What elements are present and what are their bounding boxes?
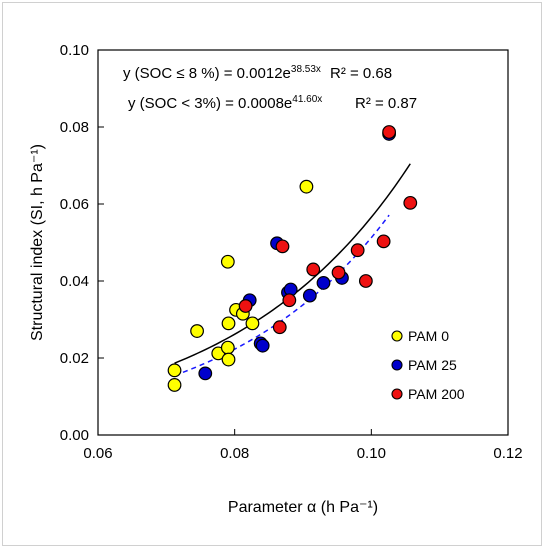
y-tick-label: 0.02 <box>60 350 89 367</box>
data-point-pam-0 <box>220 254 235 269</box>
legend-label: PAM 25 <box>408 357 457 373</box>
y-tick-label: 0.08 <box>60 119 89 136</box>
data-point-pam-200 <box>403 195 418 210</box>
plot-area <box>97 49 509 436</box>
data-point-pam-200 <box>331 265 346 280</box>
data-point-pam-25 <box>302 288 317 303</box>
data-point-layer <box>167 125 418 392</box>
legend-label: PAM 200 <box>408 386 465 402</box>
y-axis-title: Structural index (SI, h Pa⁻¹) <box>29 144 46 341</box>
x-axis-title: Parameter α (h Pa⁻¹) <box>228 499 378 516</box>
trendline-equation: y (SOC < 3%) = 0.0008e41.60x <box>128 94 322 112</box>
data-point-pam-0 <box>167 363 182 378</box>
x-tick-label: 0.10 <box>357 445 386 462</box>
trendline-soc-below-3 <box>174 214 390 377</box>
data-point-pam-200 <box>376 234 391 249</box>
data-point-pam-0 <box>221 352 236 367</box>
x-tick-label: 0.12 <box>493 445 522 462</box>
data-point-pam-200 <box>358 274 373 288</box>
y-tick-label: 0.10 <box>60 42 89 59</box>
y-tick-label: 0.00 <box>60 427 89 444</box>
legend-marker <box>391 388 403 400</box>
legend-marker <box>391 359 403 371</box>
x-tick-label: 0.08 <box>220 445 249 462</box>
x-tick-label: 0.06 <box>83 445 112 462</box>
legend-marker <box>391 330 403 342</box>
trendline-equation: y (SOC ≤ 8 %) = 0.0012e38.53x <box>123 64 321 82</box>
data-point-pam-200 <box>382 125 397 139</box>
r-squared-label: R² = 0.87 <box>355 95 417 112</box>
legend: PAM 0 PAM 25 PAM 200 <box>391 328 465 402</box>
data-point-pam-200 <box>350 243 365 258</box>
trendline-soc-up-to-8 <box>174 163 411 364</box>
data-point-pam-200 <box>272 320 287 335</box>
equation-layer: y (SOC ≤ 8 %) = 0.0012e38.53x R² = 0.68 y … <box>123 64 417 112</box>
data-point-pam-200 <box>306 262 321 277</box>
data-point-pam-0 <box>220 340 235 355</box>
legend-label: PAM 0 <box>408 328 449 344</box>
axis-tick-layer: 0.06 0.08 0.10 0.12 0.00 0.02 0.04 0.06 0.08 0.10 <box>60 42 523 462</box>
data-point-pam-0 <box>221 316 236 331</box>
data-point-pam-200 <box>282 293 297 308</box>
y-tick-label: 0.06 <box>60 196 89 213</box>
chart-frame <box>2 2 542 546</box>
data-point-pam-25 <box>198 366 213 381</box>
data-point-pam-0 <box>245 316 260 331</box>
data-point-pam-0 <box>299 179 314 194</box>
data-point-pam-25 <box>255 338 270 353</box>
data-point-pam-200 <box>275 239 290 254</box>
trendline-layer <box>174 163 411 377</box>
y-tick-label: 0.04 <box>60 273 89 290</box>
plot-border <box>97 49 509 436</box>
data-point-pam-200 <box>238 299 253 313</box>
data-point-pam-25 <box>316 276 331 290</box>
r-squared-label: R² = 0.68 <box>330 65 392 82</box>
data-point-pam-0 <box>190 324 204 338</box>
data-point-pam-0 <box>167 378 182 392</box>
